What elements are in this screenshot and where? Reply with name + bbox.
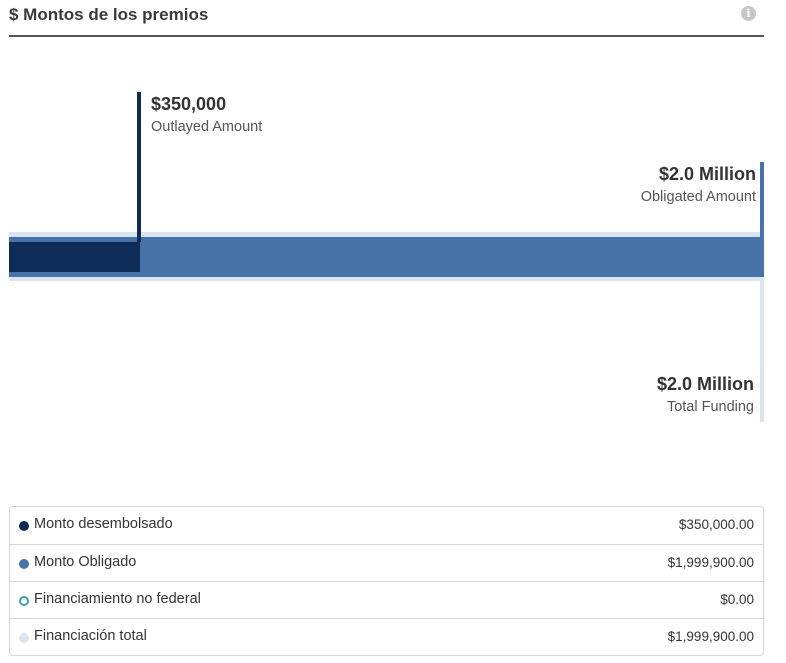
legend-value: $0.00 — [720, 592, 754, 607]
section-header: $ Montos de los premios i — [9, 0, 764, 37]
legend-value: $350,000.00 — [678, 517, 754, 532]
legend-value: $1,999,900.00 — [667, 555, 754, 570]
legend-row-total: Financiación total $1,999,900.00 — [10, 618, 763, 655]
outlayed-amount-bar — [9, 242, 140, 272]
total-funding-value: $2.0 Million — [656, 374, 754, 394]
legend-label: Financiamiento no federal — [34, 591, 201, 607]
obligated-amount-caption: Obligated Amount — [640, 189, 756, 205]
outlayed-marker-line — [137, 92, 141, 242]
total-dot-icon — [19, 633, 29, 643]
legend-row-obligated: Monto Obligado $1,999,900.00 — [10, 544, 763, 581]
obligated-amount-value: $2.0 Million — [658, 164, 756, 184]
amounts-legend-table: Monto desembolsado $350,000.00 Monto Obl… — [9, 506, 764, 656]
obligated-marker-line — [760, 162, 764, 237]
non-federal-dot-icon — [19, 596, 29, 606]
award-amounts-chart: $350,000 Outlayed Amount $2.0 Million Ob… — [0, 40, 786, 460]
obligated-dot-icon — [19, 559, 29, 569]
info-icon[interactable]: i — [741, 6, 756, 21]
legend-row-outlayed: Monto desembolsado $350,000.00 — [10, 507, 763, 544]
outlayed-amount-value: $350,000 — [151, 94, 227, 114]
outlayed-amount-caption: Outlayed Amount — [151, 119, 263, 135]
legend-label: Monto desembolsado — [34, 516, 173, 532]
legend-row-non-federal: Financiamiento no federal $0.00 — [10, 581, 763, 618]
outlayed-dot-icon — [19, 521, 29, 531]
legend-label: Financiación total — [34, 628, 147, 644]
section-title: $ Montos de los premios — [9, 5, 209, 24]
total-marker-line — [760, 281, 764, 422]
legend-value: $1,999,900.00 — [667, 629, 754, 644]
total-funding-caption: Total Funding — [666, 399, 754, 415]
legend-label: Monto Obligado — [34, 554, 137, 570]
